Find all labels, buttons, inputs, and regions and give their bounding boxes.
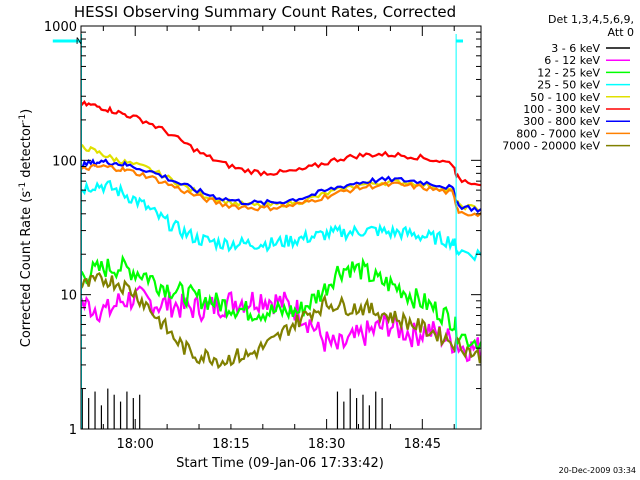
y-axis: 1 10 100 1000 (44, 20, 481, 438)
legend-label: 7000 - 20000 keV (502, 140, 600, 153)
x-tick-label: 18:00 (116, 437, 153, 452)
legend-header-attenuator: Att 0 (608, 26, 634, 39)
series-line (81, 163, 481, 218)
y-tick-label: 1 (69, 423, 77, 438)
series-12-25-kev (81, 254, 481, 354)
plot-frame (80, 25, 482, 430)
legend-label: 50 - 100 keV (530, 91, 600, 104)
x-axis: 18:00 18:15 18:30 18:45 (102, 26, 455, 452)
series-6-12-kev (81, 285, 481, 363)
legend-label: 300 - 800 keV (523, 115, 600, 128)
flag-layer: N (52, 34, 463, 429)
series-line (81, 179, 481, 262)
series-line (81, 254, 481, 354)
series-line (81, 272, 481, 370)
series-line (81, 285, 481, 363)
series-800-7000-kev (81, 163, 481, 218)
y-tick-label: 1000 (44, 20, 77, 35)
y-tick-label: 10 (60, 289, 77, 304)
x-tick-label: 18:15 (212, 437, 249, 452)
series-layer (81, 99, 481, 429)
series-3-6-kev (81, 388, 383, 429)
chart-title: HESSI Observing Summary Count Rates, Cor… (74, 3, 456, 21)
series-line (81, 158, 481, 214)
generation-timestamp: 20-Dec-2009 03:34 (559, 466, 636, 475)
legend-label: 6 - 12 keV (544, 54, 600, 67)
legend-label: 12 - 25 keV (537, 66, 600, 79)
series-300-800-kev (81, 158, 481, 214)
x-tick-label: 18:45 (404, 437, 441, 452)
y-axis-label: Corrected Count Rate (s-1 detector-1) (18, 109, 34, 347)
series-25-50-kev (81, 179, 481, 262)
series-line (81, 99, 481, 187)
legend-label: 800 - 7000 keV (516, 127, 600, 140)
x-tick-label: 18:30 (308, 437, 345, 452)
legend-label: 3 - 6 keV (551, 42, 600, 55)
legend-label: 25 - 50 keV (537, 79, 600, 92)
x-axis-label: Start Time (09-Jan-06 17:33:42) (176, 456, 384, 471)
y-tick-label: 100 (52, 154, 77, 169)
series-7000-20000-kev (81, 272, 481, 370)
legend-label: 100 - 300 keV (523, 103, 600, 116)
flag-label: N (76, 37, 83, 47)
legend-header-detectors: Det 1,3,4,5,6,9, (548, 13, 634, 26)
series-100-300-kev (81, 99, 481, 187)
